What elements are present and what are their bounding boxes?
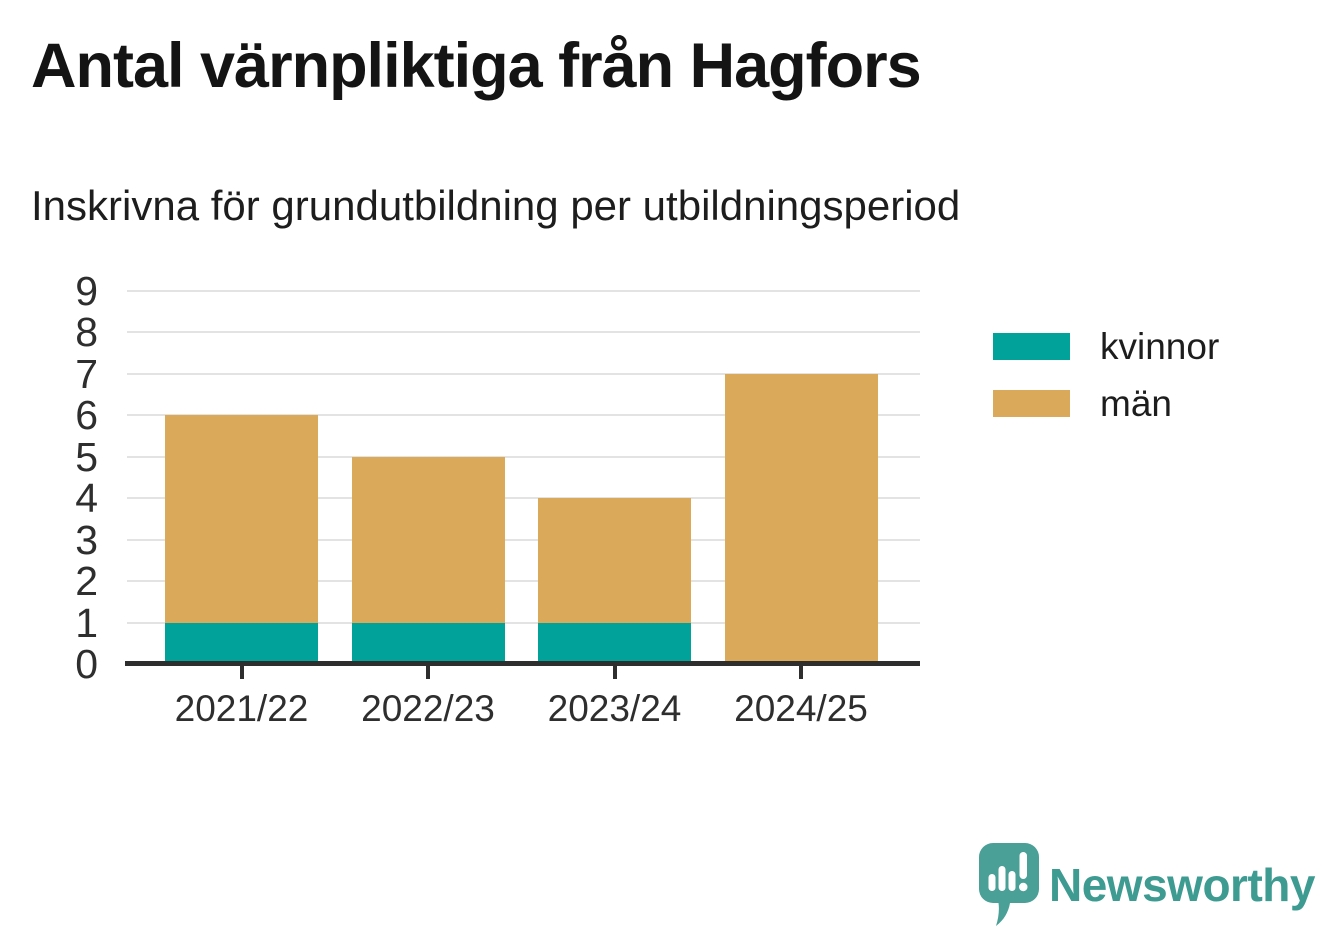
y-axis-tick-label: 5 bbox=[75, 433, 98, 480]
legend-label-kvinnor: kvinnor bbox=[1100, 326, 1220, 367]
newsworthy-logo-icon bbox=[979, 843, 1039, 926]
gridline bbox=[127, 580, 920, 583]
y-axis-tick-label: 1 bbox=[75, 599, 98, 646]
gridline bbox=[127, 621, 920, 624]
x-axis-tick-label: 2022/23 bbox=[361, 688, 495, 729]
legend-swatch-kvinnor bbox=[993, 333, 1070, 360]
bar-2022/23-män bbox=[351, 456, 505, 623]
legend-item-kvinnor: kvinnor bbox=[993, 326, 1220, 367]
chart-title: Antal värnpliktiga från Hagfors bbox=[31, 31, 922, 101]
legend-item-man: män bbox=[993, 383, 1219, 424]
x-axis-tick bbox=[239, 666, 244, 679]
y-axis-tick-label: 3 bbox=[75, 516, 98, 563]
y-axis-tick-label: 4 bbox=[75, 475, 98, 522]
x-axis-line bbox=[125, 661, 920, 666]
bar-2024/25-män bbox=[724, 373, 878, 664]
chart-subtitle: Inskrivna för grundutbildning per utbild… bbox=[31, 182, 961, 229]
x-axis-tick-label: 2023/24 bbox=[547, 688, 682, 729]
x-axis-tick-label: 2024/25 bbox=[734, 688, 868, 729]
newsworthy-wordmark: Newsworthy bbox=[1049, 859, 1315, 911]
y-axis-tick-label: 6 bbox=[75, 392, 98, 439]
legend-swatch-man bbox=[993, 390, 1070, 417]
y-axis-tick-label: 9 bbox=[75, 268, 98, 314]
newsworthy-branding: Newsworthy bbox=[977, 841, 1315, 929]
y-axis-tick-label: 0 bbox=[75, 641, 98, 687]
gridline bbox=[127, 455, 920, 458]
bar-2023/24-män bbox=[538, 498, 691, 623]
chart-legend: kvinnor män bbox=[993, 326, 1220, 424]
bar-2021/22-kvinnor bbox=[165, 622, 318, 664]
gridline bbox=[127, 290, 920, 292]
bar-2021/22-män bbox=[165, 415, 318, 623]
gridline bbox=[127, 497, 920, 500]
y-axis-tick-label: 8 bbox=[75, 309, 98, 356]
gridline bbox=[127, 331, 920, 334]
y-axis-tick-label: 7 bbox=[75, 350, 98, 397]
bar-2022/23-kvinnor bbox=[351, 622, 505, 664]
gridline bbox=[127, 372, 920, 375]
gridline bbox=[127, 414, 920, 417]
y-axis-tick-label: 2 bbox=[75, 558, 98, 605]
x-axis-tick bbox=[426, 666, 430, 679]
gridline bbox=[127, 538, 920, 541]
x-axis-tick bbox=[612, 666, 617, 679]
x-axis-tick bbox=[799, 666, 803, 679]
legend-label-man: män bbox=[1100, 383, 1172, 424]
bar-2023/24-kvinnor bbox=[538, 622, 691, 664]
x-axis-tick-label: 2021/22 bbox=[174, 688, 309, 729]
